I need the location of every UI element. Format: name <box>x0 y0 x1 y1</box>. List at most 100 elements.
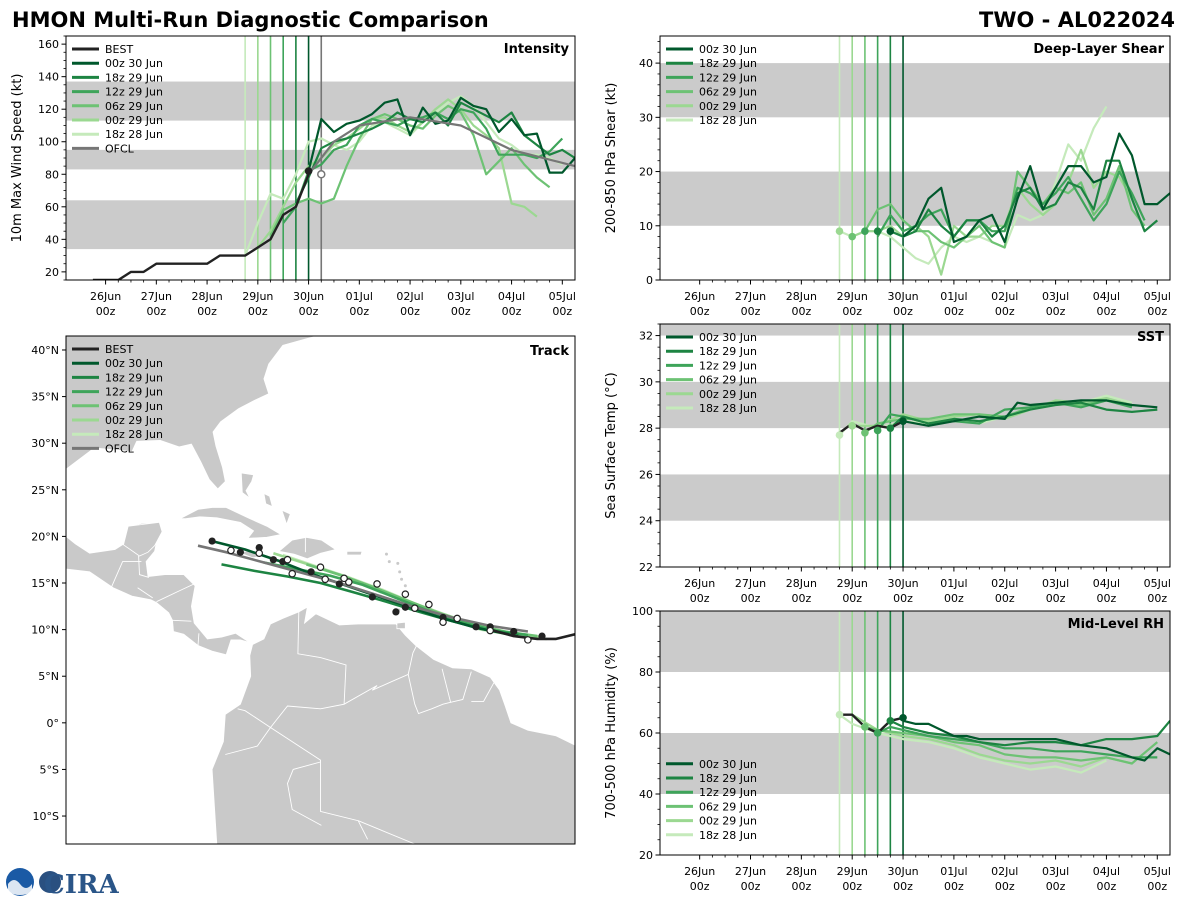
intensity-ytick-label: 160 <box>38 38 59 51</box>
shear-xtick-label-hour: 00z <box>741 305 761 318</box>
shear-xtick-label-date: 01Jul <box>940 290 967 303</box>
shear-xtick-label-hour: 00z <box>1046 305 1066 318</box>
country-border-14 <box>197 633 200 646</box>
intensity-series-best <box>92 173 310 280</box>
rh-legend-label: 18z 29 Jun <box>699 772 757 785</box>
intensity-xtick-label-hour: 00z <box>96 305 116 318</box>
shear-ytick-label: 20 <box>639 166 653 179</box>
intensity-xtick-label-date: 03Jul <box>447 290 474 303</box>
shear-frame <box>659 35 1171 281</box>
rh-xtick-label-hour: 00z <box>741 880 761 893</box>
rh-marker-4 <box>899 713 907 722</box>
track-marker-ofcl-4 <box>401 590 410 598</box>
yucatan-landmass <box>123 521 163 557</box>
sst-xtick-label-date: 29Jun <box>837 577 868 590</box>
sst-xtick-label-hour: 00z <box>944 592 964 605</box>
country-border-0 <box>270 727 369 840</box>
intensity-ytick-label: 80 <box>45 168 59 181</box>
rh-ylabel: 700-500 hPa Humidity (%) <box>604 647 619 819</box>
sst-xtick-label-date: 03Jul <box>1042 577 1069 590</box>
shear-ytick-label: 30 <box>639 111 653 124</box>
track-marker-ofcl-3 <box>288 569 297 578</box>
shear-legend-label: 18z 28 Jun <box>699 114 757 127</box>
sst-ytick-label: 26 <box>639 468 653 481</box>
rh-series-12z-29-jun <box>877 725 1158 759</box>
intensity-ytick-label: 20 <box>45 266 59 279</box>
rh-xtick-label-hour: 00z <box>1097 880 1117 893</box>
track-ytick-label: 40°N <box>31 344 59 357</box>
shear-marker-4 <box>886 227 895 235</box>
sst-ytick-label: 32 <box>639 330 653 343</box>
sst-marker-0 <box>835 431 844 439</box>
shear-series-18z-29-jun <box>889 159 1159 238</box>
rh-plot-area <box>660 611 1170 855</box>
noaa-wave-icon <box>8 880 32 895</box>
intensity-ytick-label: 40 <box>45 233 59 246</box>
lesser-antilles-island-6 <box>396 561 400 565</box>
sst-marker-1 <box>848 422 857 430</box>
intensity-xtick-label-hour: 00z <box>451 305 471 318</box>
intensity-xtick-label-date: 30Jun <box>293 290 324 303</box>
track-ytick-label: 5°N <box>38 670 59 683</box>
sst-legend-label: 06z 29 Jun <box>699 374 757 387</box>
lesser-antilles-island-5 <box>398 570 402 574</box>
country-border-10 <box>110 561 142 588</box>
shear-ylabel: 200-850 hPa Shear (kt) <box>604 83 619 234</box>
track-marker-ofcl-2 <box>340 574 348 583</box>
rh-xtick-label-date: 04Jul <box>1093 865 1120 878</box>
sst-xtick-label-hour: 00z <box>791 592 811 605</box>
sst-legend-label: 18z 29 Jun <box>699 345 757 358</box>
sst-xtick-label-hour: 00z <box>842 592 862 605</box>
rh-ytick-label: 80 <box>639 666 653 679</box>
shear-series-00z-30-jun <box>902 132 1170 244</box>
track-marker-00z-30-jun-4 <box>335 580 343 588</box>
sst-band-0 <box>660 474 1170 521</box>
intensity-plot-area <box>66 36 575 280</box>
intensity-title: Intensity <box>504 42 570 57</box>
track-marker-ofcl-10 <box>227 546 235 555</box>
intensity-legend-label: 00z 29 Jun <box>105 114 163 127</box>
country-border-7 <box>471 682 495 702</box>
track-ytick-label: 5°S <box>40 763 59 776</box>
shear-legend-label: 12z 29 Jun <box>699 71 757 84</box>
track-ytick-label: 10°S <box>33 810 59 823</box>
intensity-xtick-label-hour: 00z <box>299 305 319 318</box>
track-marker-00z-30-jun-11 <box>255 543 263 552</box>
lesser-antilles-island-4 <box>400 577 404 581</box>
country-border-4 <box>343 645 418 705</box>
sst-band-2 <box>660 324 1170 336</box>
sst-series-00z-30-jun <box>902 399 1158 427</box>
track-marker-00z-30-jun-8 <box>208 537 216 545</box>
track-ytick-label: 30°N <box>31 437 59 450</box>
sst-ytick-label: 22 <box>639 561 653 574</box>
sst-ylabel: Sea Surface Temp (°C) <box>604 372 619 519</box>
sst-title: SST <box>1137 330 1164 345</box>
track-marker-ofcl-3 <box>425 600 433 609</box>
shear-xtick-label-hour: 00z <box>944 305 964 318</box>
intensity-series-06z-29-jun <box>269 104 551 237</box>
intensity-xtick-label-hour: 00z <box>248 305 268 318</box>
track-marker-00z-30-jun-5 <box>307 568 315 576</box>
lesser-antilles-island-8 <box>384 552 388 556</box>
intensity-legend-label: 06z 29 Jun <box>105 100 163 113</box>
shear-xtick-label-date: 27Jun <box>735 290 766 303</box>
rh-xtick-label-date: 03Jul <box>1042 865 1069 878</box>
track-series-ofcl <box>197 544 529 633</box>
track-marker-ofcl-1 <box>486 626 494 635</box>
track-legend-label: 18z 28 Jun <box>105 428 163 441</box>
track-marker-best-0 <box>538 632 546 640</box>
rh-xtick-label-hour: 00z <box>995 880 1015 893</box>
track-marker-00z-30-jun-6 <box>269 556 277 564</box>
track-marker-00z-30-jun-0 <box>472 623 480 631</box>
intensity-legend-label: 12z 29 Jun <box>105 86 163 99</box>
track-legend-label: 06z 29 Jun <box>105 400 163 413</box>
track-marker-ofcl-2 <box>453 614 461 623</box>
track-legend-label: 00z 29 Jun <box>105 414 163 427</box>
sst-xtick-label-date: 01Jul <box>940 577 967 590</box>
track-legend-label: OFCL <box>105 442 135 455</box>
sst-legend-label: 18z 28 Jun <box>699 402 757 415</box>
track-legend-label: 12z 29 Jun <box>105 386 163 399</box>
rh-series-best <box>839 713 904 735</box>
track-ytick-label: 0° <box>47 717 60 730</box>
shear-ytick-label: 10 <box>639 220 653 233</box>
